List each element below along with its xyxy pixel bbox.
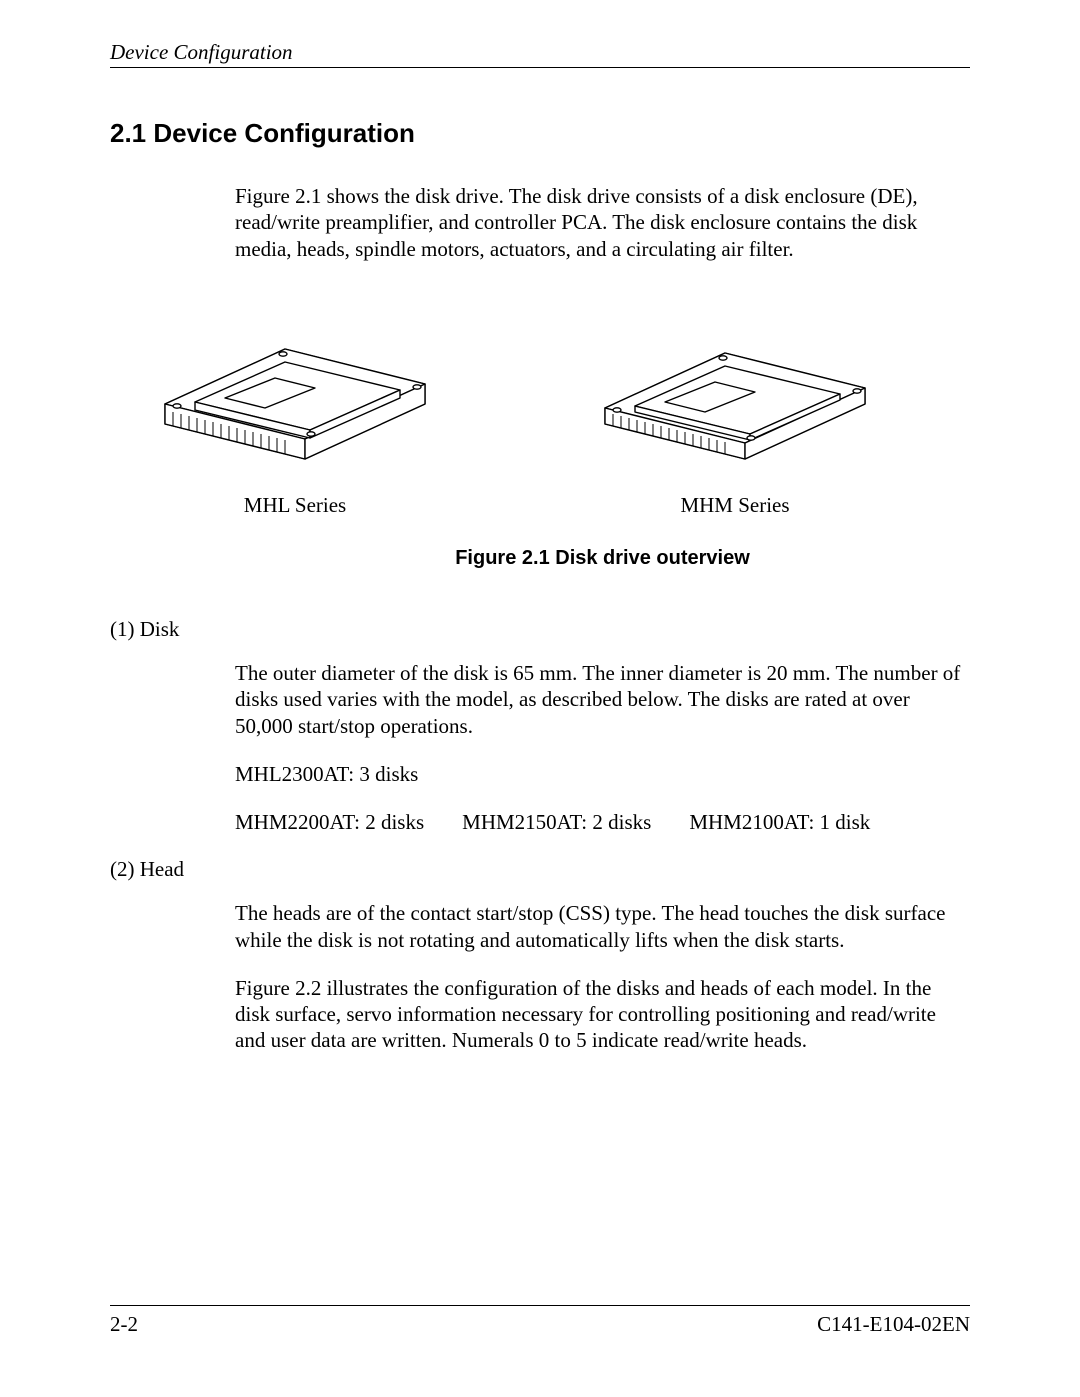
disk-count-mhm2100: MHM2100AT: 1 disk bbox=[689, 809, 870, 835]
disk-drive-outline-icon bbox=[155, 284, 435, 474]
disk-count-mhm2200: MHM2200AT: 2 disks bbox=[235, 809, 424, 835]
figure-row: MHL Series bbox=[155, 284, 970, 518]
running-header: Device Configuration bbox=[110, 40, 970, 68]
intro-paragraph: Figure 2.1 shows the disk drive. The dis… bbox=[235, 183, 970, 262]
disk-count-mhm2150: MHM2150AT: 2 disks bbox=[462, 809, 651, 835]
disk-paragraph: The outer diameter of the disk is 65 mm.… bbox=[235, 660, 970, 739]
figure-left-label: MHL Series bbox=[244, 492, 346, 518]
subsection-1-body: The outer diameter of the disk is 65 mm.… bbox=[235, 660, 970, 835]
disk-count-mhl2300: MHL2300AT: 3 disks bbox=[235, 761, 970, 787]
section-heading: 2.1 Device Configuration bbox=[110, 118, 970, 149]
page: Device Configuration 2.1 Device Configur… bbox=[0, 0, 1080, 1397]
figure-right: MHM Series bbox=[595, 284, 875, 518]
head-paragraph-1: The heads are of the contact start/stop … bbox=[235, 900, 970, 953]
figure-left: MHL Series bbox=[155, 284, 435, 518]
head-paragraph-2: Figure 2.2 illustrates the configuration… bbox=[235, 975, 970, 1054]
page-footer: 2-2 C141-E104-02EN bbox=[110, 1305, 970, 1337]
page-number: 2-2 bbox=[110, 1312, 138, 1337]
figure-right-label: MHM Series bbox=[680, 492, 789, 518]
subsection-1-heading: (1) Disk bbox=[110, 617, 970, 642]
body-block: Figure 2.1 shows the disk drive. The dis… bbox=[235, 183, 970, 571]
document-id: C141-E104-02EN bbox=[817, 1312, 970, 1337]
subsection-2-body: The heads are of the contact start/stop … bbox=[235, 900, 970, 1053]
disk-counts-row: MHM2200AT: 2 disks MHM2150AT: 2 disks MH… bbox=[235, 809, 970, 835]
subsection-2-heading: (2) Head bbox=[110, 857, 970, 882]
figure-caption: Figure 2.1 Disk drive outerview bbox=[235, 546, 970, 571]
disk-drive-outline-icon bbox=[595, 284, 875, 474]
